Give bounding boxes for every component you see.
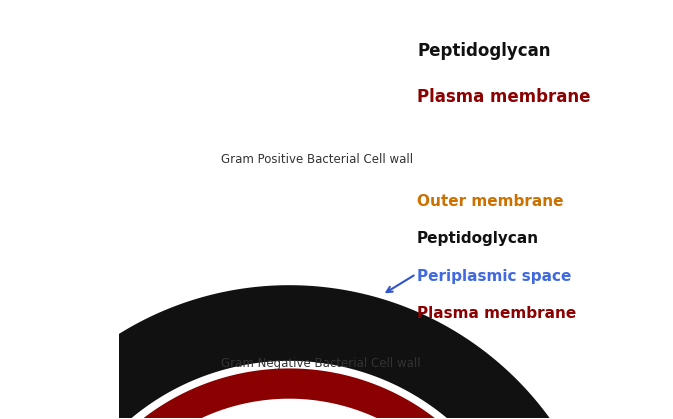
Text: Plasma membrane: Plasma membrane [417,306,576,321]
Text: Plasma membrane: Plasma membrane [417,88,590,106]
Text: Gram Positive Bacterial Cell wall: Gram Positive Bacterial Cell wall [221,153,413,166]
Polygon shape [0,285,611,419]
Text: Outer membrane: Outer membrane [417,194,563,209]
Text: Periplasmic space: Periplasmic space [417,269,571,284]
Text: Peptidoglycan: Peptidoglycan [417,42,551,60]
Text: Peptidoglycan: Peptidoglycan [417,231,539,246]
Text: Gram Negative Bacterial Cell wall: Gram Negative Bacterial Cell wall [221,357,421,370]
Polygon shape [51,368,528,419]
